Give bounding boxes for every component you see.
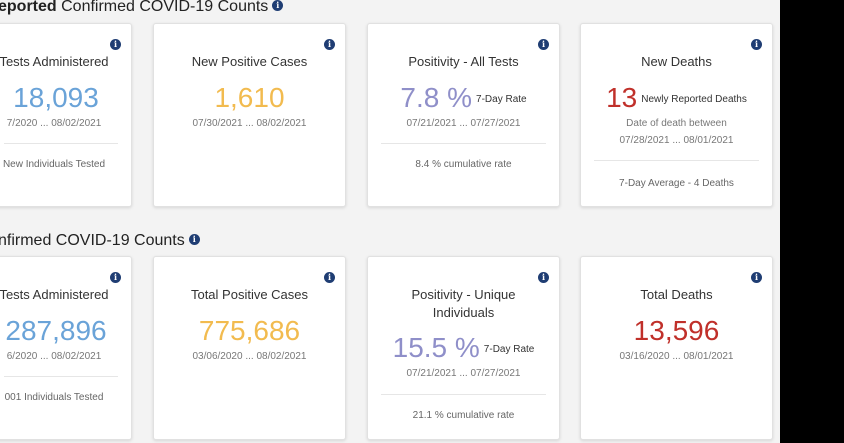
card-title: Tests Administered [0, 54, 109, 69]
card-total-positive-cases: i Total Positive Cases 775,686 03/06/202… [153, 256, 346, 440]
new-positive-value: 1,610 [214, 82, 285, 113]
info-icon[interactable]: i [110, 39, 121, 50]
positivity-value: 7.8 % [400, 82, 473, 113]
card-footer: New Individuals Tested [2, 159, 106, 170]
divider [4, 143, 118, 144]
card-footer: 001 Individuals Tested [4, 392, 104, 403]
card-title: Positivity - All Tests [408, 54, 519, 69]
total-deaths-value: 13,596 [633, 315, 720, 346]
date-of-death-label: Date of death between [626, 118, 727, 129]
date-range: 07/30/2021 ... 08/02/2021 [192, 118, 307, 129]
card-tests-administered: i Tests Administered 18,093 7/2020 ... 0… [0, 23, 132, 207]
section-title-reported: eported Confirmed COVID-19 Counts i [0, 0, 284, 16]
card-title: Total Positive Cases [190, 287, 309, 302]
card-title: New Positive Cases [191, 54, 308, 69]
date-range: 03/16/2020 ... 08/01/2021 [619, 351, 734, 362]
divider [594, 160, 759, 161]
deaths-value-row: 13 Newly Reported Deaths [581, 82, 772, 114]
screen-edge [780, 0, 844, 443]
card-positivity-unique-individuals: i Positivity - Unique Individuals 15.5 %… [367, 256, 560, 440]
section-title-bold: eported [0, 0, 57, 15]
positivity-value: 15.5 % [392, 332, 480, 363]
card-positivity-all-tests: i Positivity - All Tests 7.8 % 7-Day Rate… [367, 23, 560, 207]
card-title: Tests Administered [0, 287, 109, 302]
info-icon[interactable]: i [324, 39, 335, 50]
card-footer: 7-Day Average - 4 Deaths [619, 178, 734, 189]
deaths-suffix: Newly Reported Deaths [641, 94, 747, 106]
divider [381, 394, 546, 395]
date-range: 07/28/2021 ... 08/01/2021 [619, 135, 734, 146]
section-title-text: nfirmed COVID-19 Counts [0, 232, 185, 249]
card-footer: 8.4 % cumulative rate [415, 159, 512, 170]
tests-value: 18,093 [13, 82, 99, 113]
date-range: 07/21/2021 ... 07/27/2021 [406, 118, 521, 129]
card-new-positive-cases: i New Positive Cases 1,610 07/30/2021 ..… [153, 23, 346, 207]
new-deaths-value: 13 [606, 82, 638, 113]
card-footer: 21.1 % cumulative rate [412, 410, 515, 421]
date-range: 6/2020 ... 08/02/2021 [6, 351, 102, 362]
info-icon[interactable]: i [751, 39, 762, 50]
divider [381, 143, 546, 144]
card-title-line2: Individuals [432, 305, 495, 320]
info-icon[interactable]: i [324, 272, 335, 283]
info-icon[interactable]: i [272, 0, 284, 11]
card-title: New Deaths [641, 54, 712, 69]
info-icon[interactable]: i [538, 272, 549, 283]
info-icon[interactable]: i [188, 234, 200, 245]
card-title: Total Deaths [640, 287, 713, 302]
date-range: 7/2020 ... 08/02/2021 [6, 118, 102, 129]
info-icon[interactable]: i [110, 272, 121, 283]
section-title-confirmed: nfirmed COVID-19 Counts i [0, 232, 200, 250]
info-icon[interactable]: i [751, 272, 762, 283]
divider [4, 376, 118, 377]
rate-label: 7-Day Rate [476, 94, 527, 106]
total-tests-value: 287,896 [5, 315, 107, 346]
positivity-value-row: 7.8 % 7-Day Rate [368, 82, 559, 114]
section-title-rest: Confirmed COVID-19 Counts [56, 0, 269, 15]
card-new-deaths: i New Deaths 13 Newly Reported Deaths Dat… [580, 23, 773, 207]
date-range: 03/06/2020 ... 08/02/2021 [192, 351, 307, 362]
card-total-tests-administered: i Tests Administered 287,896 6/2020 ... … [0, 256, 132, 440]
card-title-line1: Positivity - Unique [411, 287, 516, 302]
positivity-value-row: 15.5 % 7-Day Rate [368, 332, 559, 364]
info-icon[interactable]: i [538, 39, 549, 50]
rate-label: 7-Day Rate [483, 344, 535, 356]
card-total-deaths: i Total Deaths 13,596 03/16/2020 ... 08/… [580, 256, 773, 440]
total-positive-value: 775,686 [198, 315, 301, 346]
date-range: 07/21/2021 ... 07/27/2021 [406, 368, 521, 379]
